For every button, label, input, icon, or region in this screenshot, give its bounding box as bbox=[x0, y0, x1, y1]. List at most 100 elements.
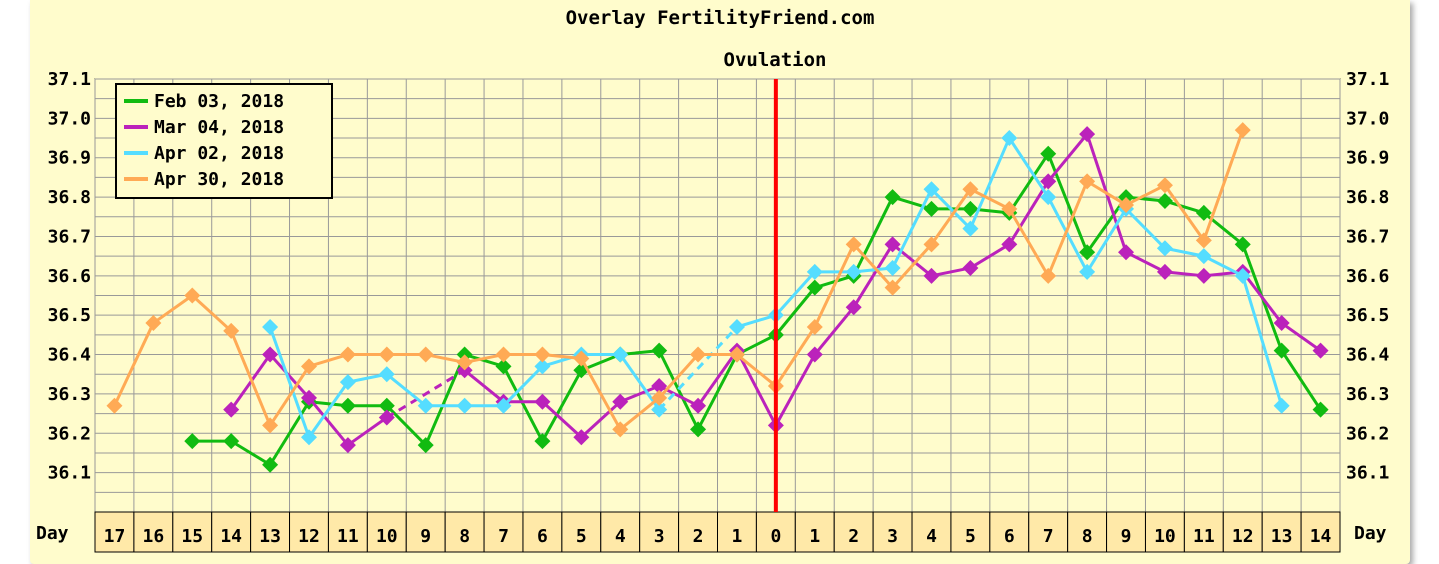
series-segment bbox=[774, 353, 817, 427]
day-cell bbox=[872, 511, 913, 553]
data-point bbox=[1195, 267, 1212, 284]
series-segment bbox=[1164, 199, 1205, 215]
series-segment bbox=[1241, 270, 1283, 324]
data-point bbox=[1273, 397, 1290, 414]
series-segment bbox=[1008, 208, 1050, 277]
y-tick-label-right: 36.9 bbox=[1346, 148, 1389, 169]
data-point bbox=[417, 346, 434, 363]
series-segment bbox=[619, 384, 660, 404]
series-segment bbox=[268, 365, 311, 427]
y-tick-label-right: 36.4 bbox=[1346, 345, 1390, 366]
day-cell bbox=[1067, 511, 1108, 553]
data-point bbox=[339, 346, 356, 363]
day-tick-label: 12 bbox=[298, 526, 320, 547]
day-tick-label: 3 bbox=[654, 526, 665, 547]
data-point bbox=[923, 200, 940, 217]
data-point bbox=[300, 389, 317, 406]
series-segment bbox=[113, 322, 155, 407]
data-point bbox=[962, 220, 979, 237]
day-tick-label: 10 bbox=[1154, 526, 1176, 547]
data-point bbox=[806, 263, 823, 280]
data-point bbox=[690, 421, 707, 438]
series-segment bbox=[852, 243, 894, 309]
data-point bbox=[1079, 263, 1096, 280]
day-cell bbox=[1300, 511, 1341, 553]
y-tick-label-right: 36.2 bbox=[1346, 423, 1389, 444]
data-point bbox=[690, 397, 707, 414]
data-point bbox=[1040, 145, 1057, 162]
ovulation-label: Ovulation bbox=[724, 49, 827, 71]
day-cell bbox=[717, 511, 757, 553]
series-segment bbox=[347, 416, 388, 447]
y-tick-label-right: 36.3 bbox=[1346, 384, 1389, 405]
series-segment bbox=[502, 365, 544, 407]
series-segment bbox=[152, 294, 194, 325]
data-point bbox=[534, 433, 551, 450]
series-segment bbox=[386, 369, 466, 419]
data-point bbox=[690, 346, 707, 363]
y-tick-label-left: 36.8 bbox=[48, 187, 91, 208]
y-tick-label-right: 36.8 bbox=[1346, 187, 1389, 208]
y-tick-label-right: 36.5 bbox=[1346, 305, 1389, 326]
data-point bbox=[1040, 267, 1057, 284]
series-segment bbox=[268, 400, 311, 466]
series-segment bbox=[1280, 321, 1322, 352]
series-segment bbox=[502, 365, 544, 442]
data-point bbox=[417, 437, 434, 454]
series-segment bbox=[1241, 275, 1284, 407]
data-point bbox=[1234, 122, 1251, 139]
day-tick-label: 13 bbox=[1271, 526, 1293, 547]
day-cell bbox=[133, 511, 174, 553]
data-point bbox=[300, 358, 317, 375]
data-point bbox=[106, 397, 123, 414]
data-point bbox=[806, 279, 823, 296]
day-cell bbox=[678, 511, 718, 553]
y-tick-label-left: 36.6 bbox=[48, 266, 91, 287]
series-segment bbox=[657, 349, 700, 431]
day-cell bbox=[1144, 511, 1185, 553]
data-point bbox=[612, 346, 629, 363]
day-cell bbox=[250, 511, 291, 553]
y-tick-label-right: 36.1 bbox=[1346, 463, 1389, 484]
series-segment bbox=[1125, 183, 1166, 207]
day-cell bbox=[1261, 511, 1302, 553]
series-segment bbox=[1008, 137, 1050, 198]
data-point bbox=[612, 421, 629, 438]
series-segment bbox=[1203, 254, 1244, 278]
series-segment bbox=[1047, 133, 1089, 183]
day-cell bbox=[444, 511, 485, 553]
data-point bbox=[495, 397, 512, 414]
day-tick-label: 5 bbox=[576, 526, 587, 547]
day-tick-label: 16 bbox=[143, 526, 165, 547]
day-cell bbox=[522, 511, 563, 553]
data-point bbox=[845, 299, 862, 316]
data-point bbox=[1001, 130, 1018, 147]
series-segment bbox=[813, 243, 856, 328]
series-3 bbox=[262, 130, 1290, 446]
series-segment bbox=[1124, 207, 1166, 250]
legend-entry: Apr 02, 2018 bbox=[154, 143, 284, 164]
y-tick-label-right: 36.7 bbox=[1346, 226, 1389, 247]
data-point bbox=[1195, 232, 1212, 249]
series-segment bbox=[307, 396, 350, 447]
data-point bbox=[1312, 401, 1329, 418]
y-tick-label-right: 37.0 bbox=[1346, 108, 1389, 129]
day-tick-label: 4 bbox=[926, 526, 937, 547]
day-tick-label: 2 bbox=[693, 526, 704, 547]
data-point bbox=[145, 315, 162, 332]
day-tick-label: 3 bbox=[887, 526, 898, 547]
data-point bbox=[262, 318, 279, 335]
data-point bbox=[962, 259, 979, 276]
series-segment bbox=[385, 404, 427, 447]
day-cell bbox=[794, 511, 835, 553]
series-segment bbox=[1008, 180, 1050, 246]
data-point bbox=[612, 393, 629, 410]
day-tick-label: 8 bbox=[459, 526, 470, 547]
legend-entry: Mar 04, 2018 bbox=[154, 117, 284, 138]
data-point bbox=[262, 417, 279, 434]
data-point bbox=[223, 433, 240, 450]
data-point bbox=[262, 456, 279, 473]
series-segment bbox=[191, 294, 233, 333]
data-point bbox=[573, 350, 590, 367]
data-point bbox=[534, 346, 551, 363]
